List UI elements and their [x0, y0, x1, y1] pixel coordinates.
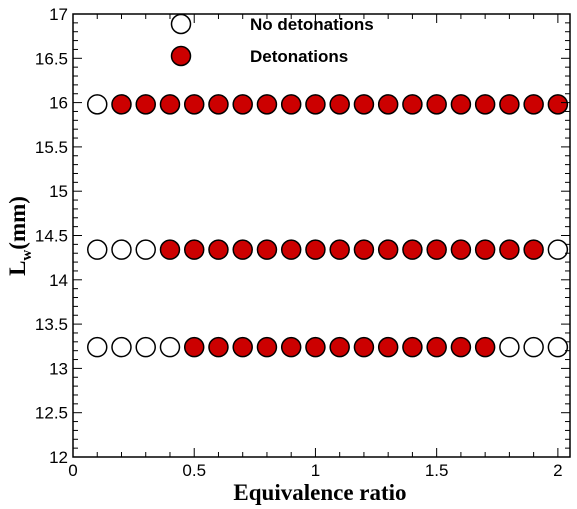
detonation-point	[183, 239, 205, 260]
no-detonation-point	[111, 239, 132, 260]
detonation-point	[353, 239, 375, 260]
detonation-point	[159, 94, 181, 115]
y-tick-label: 12	[49, 448, 68, 467]
y-axis-title: Lw(mm)	[5, 196, 35, 276]
detonation-point	[426, 94, 447, 115]
detonation-point	[426, 336, 447, 358]
detonation-point	[232, 239, 253, 260]
x-tick-label: 0	[68, 461, 77, 480]
y-tick-label: 14.5	[35, 227, 68, 246]
detonation-point	[232, 336, 253, 358]
detonation-point	[280, 239, 302, 260]
x-tick-label: 0.5	[182, 461, 206, 480]
y-axis-title-rest: (mm)	[5, 196, 30, 250]
x-tick-label: 1.5	[425, 461, 449, 480]
no-detonation-point	[86, 94, 108, 115]
no-detonation-point	[499, 336, 520, 358]
detonation-point	[377, 94, 399, 115]
detonation-point	[450, 239, 472, 260]
y-tick-label: 13	[49, 359, 68, 378]
detonation-point	[474, 336, 496, 358]
no-detonation-point	[86, 336, 108, 358]
no-detonation-point	[135, 336, 156, 358]
y-axis-title-subscript: w	[19, 250, 35, 261]
detonation-point	[256, 94, 278, 115]
x-tick-label: 2	[553, 461, 562, 480]
detonation-point	[256, 239, 278, 260]
no-detonation-point	[547, 336, 569, 358]
no-detonation-point	[135, 239, 156, 260]
detonation-point	[329, 239, 350, 260]
detonation-point	[523, 239, 544, 260]
y-tick-label: 16.5	[35, 49, 68, 68]
detonation-point	[499, 94, 520, 115]
y-tick-label: 12.5	[35, 404, 68, 423]
detonation-point	[305, 94, 326, 115]
detonation-point	[523, 94, 544, 115]
plot-area	[86, 94, 569, 358]
detonation-point	[111, 94, 132, 115]
detonation-point	[499, 239, 520, 260]
detonation-point	[329, 336, 350, 358]
detonation-point	[474, 94, 496, 115]
y-tick-label: 14	[49, 271, 68, 290]
detonation-point	[305, 336, 326, 358]
no-detonation-point	[523, 336, 544, 358]
detonation-point	[159, 239, 181, 260]
detonation-point	[402, 94, 423, 115]
detonation-point	[450, 336, 472, 358]
detonation-point	[280, 94, 302, 115]
legend-marker-detonations	[170, 45, 192, 67]
detonation-point	[377, 336, 399, 358]
detonation-point	[305, 239, 326, 260]
detonation-point	[183, 336, 205, 358]
detonation-point	[402, 336, 423, 358]
y-tick-label: 17	[49, 5, 68, 24]
legend: No detonations Detonations	[170, 13, 374, 67]
detonation-point	[353, 336, 375, 358]
x-axis-title: Equivalence ratio	[233, 480, 406, 505]
legend-label-no-detonations: No detonations	[250, 15, 374, 34]
y-tick-label: 15.5	[35, 138, 68, 157]
no-detonation-point	[159, 336, 181, 358]
detonation-point	[426, 239, 447, 260]
y-tick-label: 13.5	[35, 315, 68, 334]
detonation-point	[280, 336, 302, 358]
y-tick-label: 15	[49, 182, 68, 201]
detonation-point	[329, 94, 350, 115]
axes: 0 0.5 1 1.5 2 12 12.5 13 13.5 14 14.5 15 15.5 16 16.5 1…	[35, 5, 571, 480]
detonation-point	[547, 94, 569, 115]
no-detonation-point	[111, 336, 132, 358]
detonation-point	[450, 94, 472, 115]
y-tick-label: 16	[49, 94, 68, 113]
detonation-point	[135, 94, 156, 115]
detonation-point	[208, 94, 229, 115]
x-tick-label: 1	[311, 461, 320, 480]
detonation-point	[232, 94, 253, 115]
detonation-point	[208, 336, 229, 358]
detonation-point	[377, 239, 399, 260]
detonation-point	[402, 239, 423, 260]
no-detonation-point	[86, 239, 108, 260]
legend-marker-no-detonations	[170, 13, 192, 35]
legend-label-detonations: Detonations	[250, 47, 348, 66]
detonation-point	[208, 239, 229, 260]
detonation-point	[474, 239, 496, 260]
detonation-point	[183, 94, 205, 115]
detonation-point	[353, 94, 375, 115]
y-axis-title-main: L	[5, 261, 30, 276]
detonation-point	[256, 336, 278, 358]
no-detonation-point	[547, 239, 569, 260]
plot-frame	[72, 13, 571, 458]
